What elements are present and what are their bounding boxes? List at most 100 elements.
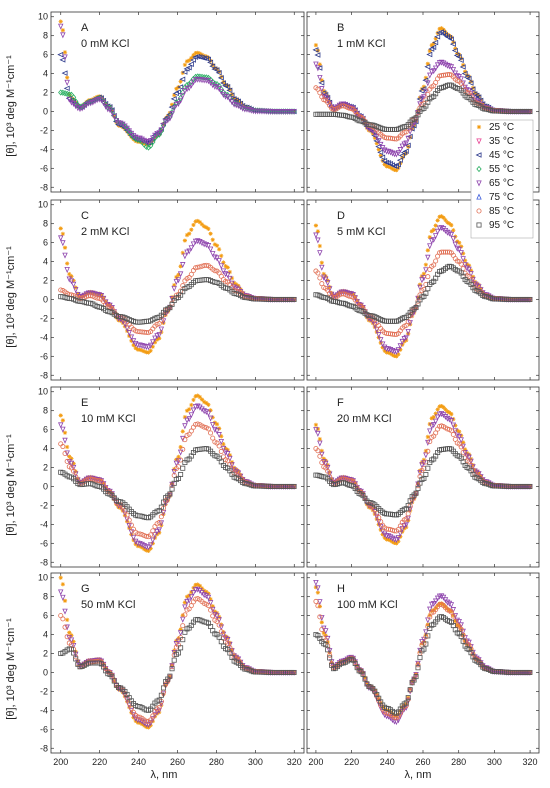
data-point	[203, 409, 210, 416]
data-point	[184, 408, 190, 413]
data-point	[188, 603, 194, 609]
data-point	[405, 328, 411, 335]
y-tick-label: 2	[43, 276, 48, 286]
data-point	[60, 240, 66, 247]
data-point	[460, 80, 466, 87]
data-point	[169, 110, 175, 117]
data-point	[79, 105, 85, 112]
data-point	[68, 460, 75, 467]
y-tick-label: 6	[43, 238, 48, 248]
data-point	[58, 287, 64, 293]
data-point	[180, 446, 186, 452]
data-point	[313, 232, 319, 239]
y-tick-label: 0	[43, 106, 48, 116]
legend-marker	[476, 222, 482, 228]
data-point	[178, 627, 183, 632]
data-point	[195, 218, 200, 224]
data-point	[185, 64, 192, 71]
data-point	[454, 78, 460, 84]
data-point	[156, 520, 162, 526]
data-point	[232, 280, 237, 286]
data-point	[192, 73, 199, 80]
data-point	[382, 348, 387, 353]
data-point	[425, 61, 430, 66]
data-point	[234, 654, 239, 659]
data-point	[441, 215, 446, 220]
y-tick-label: -4	[40, 705, 48, 715]
data-point	[466, 454, 472, 461]
data-point	[205, 243, 212, 250]
panel-condition-label: 100 mM KCl	[337, 599, 398, 611]
data-point	[423, 267, 429, 274]
data-point	[63, 85, 70, 92]
data-point	[210, 251, 216, 258]
data-point	[459, 244, 464, 249]
data-point	[433, 36, 438, 41]
data-point	[379, 154, 386, 160]
x-axis-label-right: λ, nm	[405, 769, 432, 781]
x-tick-label: 240	[380, 757, 395, 767]
data-point	[129, 338, 134, 343]
data-point	[321, 459, 327, 466]
data-point	[229, 647, 235, 652]
data-point	[325, 468, 331, 474]
data-point	[463, 447, 468, 452]
data-point	[407, 687, 413, 693]
data-point	[419, 460, 425, 465]
data-point	[439, 403, 444, 409]
panel-condition-label: 2 mM KCl	[81, 226, 129, 238]
data-point	[450, 432, 456, 438]
data-point	[197, 583, 202, 589]
data-point	[218, 629, 224, 635]
data-point	[415, 665, 421, 671]
data-point	[321, 271, 326, 277]
data-point	[58, 422, 64, 429]
data-point	[150, 135, 156, 142]
data-point	[413, 671, 419, 677]
data-point	[453, 618, 458, 624]
data-point	[433, 411, 438, 416]
data-point	[452, 428, 459, 435]
data-point	[325, 639, 330, 645]
data-point	[197, 239, 203, 245]
data-point	[323, 628, 329, 635]
data-point	[405, 511, 411, 517]
data-point	[429, 229, 434, 234]
data-point	[199, 222, 205, 227]
data-point	[60, 582, 65, 587]
data-point	[439, 214, 444, 219]
data-point	[200, 55, 207, 61]
data-point	[100, 295, 107, 302]
data-point	[389, 150, 396, 157]
data-point	[145, 144, 152, 151]
data-points	[313, 403, 533, 546]
data-point	[218, 86, 224, 93]
data-point	[212, 609, 217, 614]
data-point	[206, 402, 211, 407]
data-point	[214, 84, 220, 91]
data-point	[184, 417, 190, 424]
panel-letter: D	[337, 210, 345, 222]
data-point	[188, 428, 194, 434]
data-point	[317, 440, 323, 447]
data-point	[173, 641, 180, 648]
data-point	[184, 249, 190, 256]
data-point	[393, 719, 400, 726]
data-point	[315, 237, 321, 244]
data-point	[396, 539, 401, 544]
data-point	[474, 282, 480, 289]
data-point	[446, 72, 452, 78]
panel-condition-label: 1 mM KCl	[337, 38, 385, 50]
data-point	[383, 159, 390, 166]
data-point	[139, 140, 145, 145]
data-point	[210, 606, 216, 613]
data-point	[431, 414, 436, 420]
data-point	[62, 598, 68, 603]
data-point	[446, 63, 453, 70]
data-point	[227, 453, 232, 458]
data-point	[427, 48, 432, 54]
legend-item: 95 °C	[476, 220, 514, 231]
data-point	[235, 103, 242, 109]
y-tick-label: 8	[43, 219, 48, 229]
data-point	[182, 238, 187, 243]
